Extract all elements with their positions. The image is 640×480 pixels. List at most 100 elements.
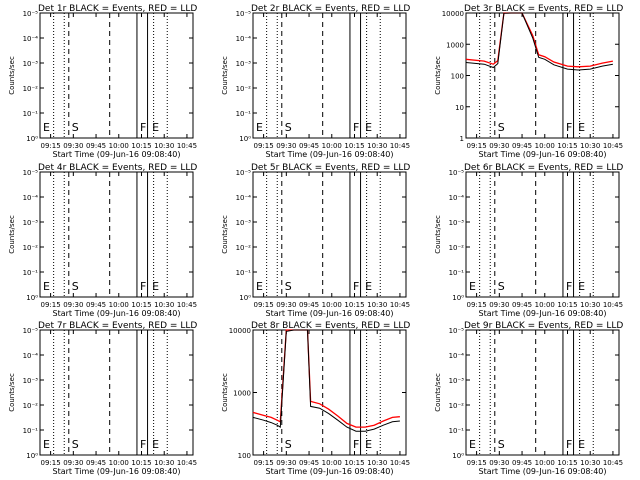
x-tick-label: 10:30 (154, 301, 174, 309)
y-tick-label: 10⁻³ (236, 219, 252, 227)
y-tick-label: 10⁻⁴ (449, 352, 465, 360)
x-tick-label: 10:30 (367, 142, 387, 150)
y-tick-label: 10⁻⁴ (236, 35, 252, 43)
x-tick-label: 09:45 (86, 301, 106, 309)
marker-letter-e: E (578, 280, 585, 293)
plot-frame (252, 12, 407, 139)
marker-letter-s: S (498, 121, 505, 134)
x-tick-label: 09:45 (86, 459, 106, 467)
x-tick-label: 09:45 (299, 459, 319, 467)
x-tick-label: 09:15 (41, 459, 61, 467)
y-axis-label: Counts/sec (8, 215, 16, 254)
y-tick-label: 10⁻² (23, 402, 39, 410)
series-events (465, 12, 613, 71)
plot-frame (39, 12, 194, 139)
x-tick-label: 10:30 (580, 459, 600, 467)
y-axis-label: Counts/sec (434, 373, 442, 412)
panel-title: Det 7r BLACK = Events, RED = LLD (38, 321, 197, 331)
panel-det-3: Det 3r BLACK = Events, RED = LLD 1 10 100 10… (434, 4, 623, 159)
y-tick-label: 10⁻¹ (449, 269, 465, 277)
marker-letter-s: S (72, 438, 79, 451)
x-tick-label: 10:00 (109, 142, 129, 150)
y-axis-label: Counts/sec (8, 56, 16, 95)
x-tick-label: 10:15 (131, 301, 151, 309)
x-tick-label: 10:00 (535, 301, 555, 309)
marker-letter-e: E (365, 280, 372, 293)
x-tick-label: 10:45 (390, 142, 410, 150)
marker-letter-f: F (140, 280, 146, 293)
x-tick-label: 10:45 (603, 142, 623, 150)
x-tick-label: 09:30 (276, 459, 296, 467)
y-tick-label: 10⁻⁵ (23, 10, 39, 18)
panel-det-1: Det 1r BLACK = Events, RED = LLD 10⁰ 10⁻¹ 1… (8, 4, 197, 159)
x-tick-label: 10:30 (154, 142, 174, 150)
x-tick-label: 10:00 (109, 459, 129, 467)
marker-letter-f: F (140, 438, 146, 451)
panel-title: Det 9r BLACK = Events, RED = LLD (464, 321, 623, 331)
panel-title: Det 3r BLACK = Events, RED = LLD (464, 4, 623, 14)
panel-title: Det 6r BLACK = Events, RED = LLD (464, 163, 623, 173)
x-tick-label: 09:45 (299, 301, 319, 309)
panel-det-4: Det 4r BLACK = Events, RED = LLD 10⁰ 10⁻¹ 1… (8, 163, 197, 318)
x-tick-label: 09:30 (489, 301, 509, 309)
panel-det-9: Det 9r BLACK = Events, RED = LLD 10⁰ 10⁻¹ 1… (434, 321, 623, 476)
y-tick-label: 10⁻² (449, 402, 465, 410)
marker-letter-f: F (353, 121, 359, 134)
x-tick-label: 10:45 (177, 301, 197, 309)
x-tick-label: 10:45 (603, 459, 623, 467)
x-axis-label: Start Time (09-Jun-16 09:08:40) (479, 150, 607, 159)
x-tick-label: 09:30 (63, 459, 83, 467)
x-tick-label: 10:15 (344, 142, 364, 150)
marker-letter-s: S (72, 121, 79, 134)
x-tick-label: 10:30 (580, 301, 600, 309)
marker-letter-f: F (140, 121, 146, 134)
y-tick-label: 10⁻³ (449, 219, 465, 227)
x-axis-label: Start Time (09-Jun-16 09:08:40) (479, 309, 607, 318)
marker-letter-e: E (43, 280, 50, 293)
marker-letter-e: E (152, 280, 159, 293)
y-tick-label: 10⁻² (449, 244, 465, 252)
x-tick-label: 09:45 (512, 142, 532, 150)
y-tick-label: 10⁻² (23, 85, 39, 93)
marker-letter-f: F (353, 280, 359, 293)
panel-title: Det 5r BLACK = Events, RED = LLD (251, 163, 410, 173)
y-tick-label: 10⁰ (452, 452, 464, 460)
y-tick-label: 10⁻¹ (23, 427, 39, 435)
panel-title: Det 2r BLACK = Events, RED = LLD (251, 4, 410, 14)
x-tick-label: 09:30 (63, 142, 83, 150)
x-tick-label: 09:15 (254, 142, 274, 150)
y-axis-label: Counts/sec (434, 215, 442, 254)
x-tick-label: 10:15 (344, 459, 364, 467)
x-tick-label: 10:45 (177, 142, 197, 150)
x-tick-label: 10:30 (154, 459, 174, 467)
x-tick-label: 09:45 (299, 142, 319, 150)
y-tick-label: 10⁻¹ (449, 427, 465, 435)
marker-letter-s: S (285, 280, 292, 293)
plot-frame (465, 171, 620, 298)
x-tick-label: 10:45 (603, 301, 623, 309)
marker-letter-e: E (152, 121, 159, 134)
marker-letter-e: E (256, 280, 263, 293)
x-tick-label: 09:15 (254, 459, 274, 467)
plot-frame (465, 329, 620, 456)
x-tick-label: 10:15 (557, 459, 577, 467)
x-axis-label: Start Time (09-Jun-16 09:08:40) (53, 309, 181, 318)
panel-det-2: Det 2r BLACK = Events, RED = LLD 10⁰ 10⁻¹ 1… (221, 4, 410, 159)
marker-letter-e: E (578, 121, 585, 134)
y-tick-label: 10⁻³ (236, 60, 252, 68)
marker-letter-e: E (365, 438, 372, 451)
panel-title: Det 8r BLACK = Events, RED = LLD (251, 321, 410, 331)
panel-det-7: Det 7r BLACK = Events, RED = LLD 10⁰ 10⁻¹ 1… (8, 321, 197, 476)
x-tick-label: 10:15 (344, 301, 364, 309)
plot-frame (39, 329, 194, 456)
x-tick-label: 10:00 (322, 459, 342, 467)
y-tick-label: 10⁻³ (23, 377, 39, 385)
marker-letter-e: E (365, 121, 372, 134)
y-tick-label: 1000 (233, 390, 251, 398)
x-axis-label: Start Time (09-Jun-16 09:08:40) (266, 150, 394, 159)
panel-title: Det 1r BLACK = Events, RED = LLD (38, 4, 197, 14)
panel-title: Det 4r BLACK = Events, RED = LLD (38, 163, 197, 173)
x-tick-label: 09:15 (467, 459, 487, 467)
y-axis-label: Counts/sec (221, 56, 229, 95)
x-axis-label: Start Time (09-Jun-16 09:08:40) (53, 467, 181, 476)
